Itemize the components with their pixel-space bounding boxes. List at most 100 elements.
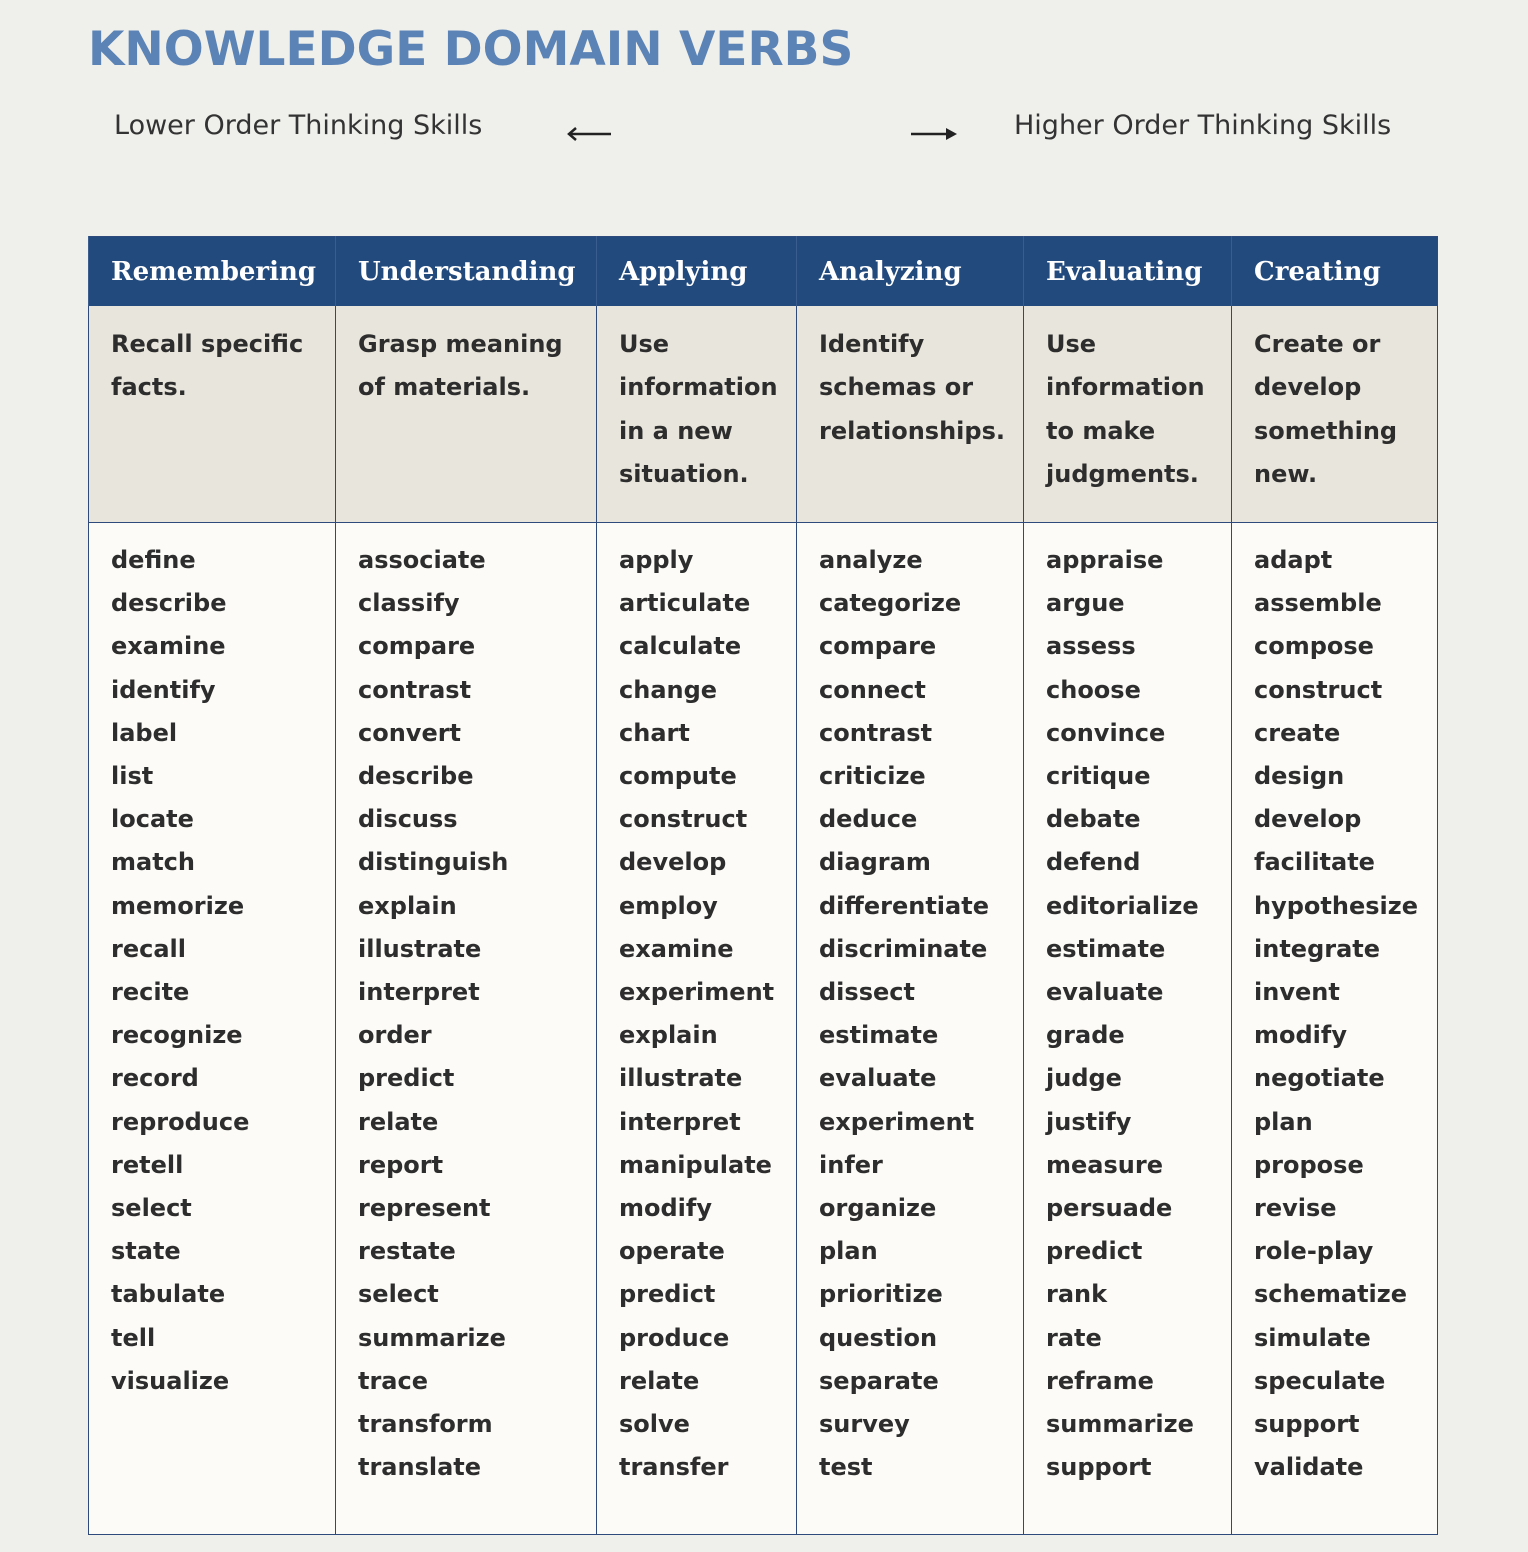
verb-item: diagram [819,848,931,877]
verb-list: adapt assemble compose construct create desig… [1254,539,1431,1489]
verb-item: support [1046,1453,1152,1482]
verb-item: transform [358,1410,493,1439]
verb-item: construct [619,805,748,834]
verb-item: discuss [358,805,458,834]
description-remembering: Recall specific facts. [88,306,336,523]
category-header-row: Remembering Understanding Applying Analy… [88,236,1438,306]
verb-item: support [1254,1410,1360,1439]
verb-item: contrast [358,675,472,704]
verb-item: question [819,1323,938,1352]
verb-item: revise [1254,1194,1337,1223]
verb-item: plan [1254,1107,1313,1136]
verb-item: relate [619,1366,700,1395]
verb-item: compare [819,632,937,661]
verb-item: compare [358,632,476,661]
verb-item: facilitate [1254,848,1375,877]
verb-item: editorialize [1046,891,1199,920]
verb-item: discriminate [819,934,988,963]
verb-item: distinguish [358,848,509,877]
verb-item: speculate [1254,1366,1386,1395]
description-creating: Create or develop something new. [1231,306,1438,523]
verb-item: hypothesize [1254,891,1418,920]
verb-item: modify [619,1194,712,1223]
verb-item: assemble [1254,589,1382,618]
verb-item: retell [111,1150,184,1179]
verb-item: summarize [1046,1410,1194,1439]
verb-item: manipulate [619,1150,772,1179]
verb-item: role-play [1254,1237,1374,1266]
verb-item: define [111,546,196,574]
verb-item: employ [619,891,718,920]
verb-item: persuade [1046,1194,1173,1223]
verb-list: analyze categorize compare connect contrast c… [819,539,1017,1489]
verb-item: predict [619,1280,716,1309]
verb-item: explain [619,1021,718,1050]
verb-item: criticize [819,762,926,791]
verb-item: predict [358,1064,455,1093]
verb-item: describe [111,589,227,618]
verb-item: select [111,1194,192,1223]
verb-item: adapt [1254,546,1333,574]
verbs-table: Remembering Understanding Applying Analy… [88,236,1438,1535]
verb-item: justify [1046,1107,1132,1136]
verb-item: convert [358,718,462,747]
verb-item: estimate [819,1021,939,1050]
header-remembering: Remembering [88,236,336,306]
verb-item: illustrate [619,1064,743,1093]
verb-item: operate [619,1237,725,1266]
verb-item: prioritize [819,1280,943,1309]
verb-item: memorize [111,891,245,920]
verbs-cell-remembering: define describe examine identify label list lo… [88,522,336,1535]
verb-item: develop [619,848,727,877]
verb-item: articulate [619,589,751,618]
verb-item: develop [1254,805,1362,834]
verb-item: summarize [358,1323,506,1352]
verb-list: apply articulate calculate change chart compu… [619,539,790,1489]
verb-item: restate [358,1237,456,1266]
verb-item: negotiate [1254,1064,1385,1093]
right-arrow-icon [910,118,958,149]
verb-item: grade [1046,1021,1125,1050]
verb-item: interpret [619,1107,741,1136]
verb-item: record [111,1064,199,1093]
verb-item: convince [1046,718,1166,747]
verb-item: transfer [619,1453,729,1482]
verb-item: propose [1254,1150,1364,1179]
verb-item: survey [819,1410,910,1439]
header-creating: Creating [1231,236,1438,306]
verbs-cell-analyzing: analyze categorize compare connect contrast c… [796,522,1024,1535]
verb-item: validate [1254,1453,1364,1482]
verb-item: deduce [819,805,918,834]
verb-item: solve [619,1410,690,1439]
verb-item: list [111,762,154,791]
verb-item: design [1254,762,1345,791]
verb-item: measure [1046,1150,1163,1179]
verb-item: tell [111,1323,156,1352]
verb-list: define describe examine identify label list lo… [111,539,329,1403]
verb-item: compute [619,762,737,791]
verb-item: produce [619,1323,730,1352]
verb-item: recall [111,934,186,963]
verb-item: modify [1254,1021,1347,1050]
verb-item: label [111,718,178,747]
verb-item: simulate [1254,1323,1371,1352]
description-analyzing: Identify schemas or relationships. [796,306,1024,523]
verb-item: compose [1254,632,1374,661]
verbs-row: define describe examine identify label list lo… [88,522,1438,1535]
page-title: KNOWLEDGE DOMAIN VERBS [88,22,854,77]
verb-list: associate classify compare contrast convert d… [358,539,590,1489]
verb-item: examine [111,632,226,661]
verb-item: critique [1046,762,1151,791]
verbs-cell-creating: adapt assemble compose construct create desig… [1231,522,1438,1535]
description-row: Recall specific facts. Grasp meaning of … [88,306,1438,523]
verb-item: describe [358,762,474,791]
verb-item: choose [1046,675,1141,704]
verb-item: integrate [1254,934,1381,963]
higher-order-label: Higher Order Thinking Skills [1014,110,1392,141]
thinking-skills-scale: Lower Order Thinking Skills Higher Order… [0,110,1528,150]
verb-item: recite [111,978,190,1007]
verbs-cell-applying: apply articulate calculate change chart compu… [596,522,797,1535]
verb-item: organize [819,1194,937,1223]
verb-item: explain [358,891,457,920]
verb-item: examine [619,934,734,963]
